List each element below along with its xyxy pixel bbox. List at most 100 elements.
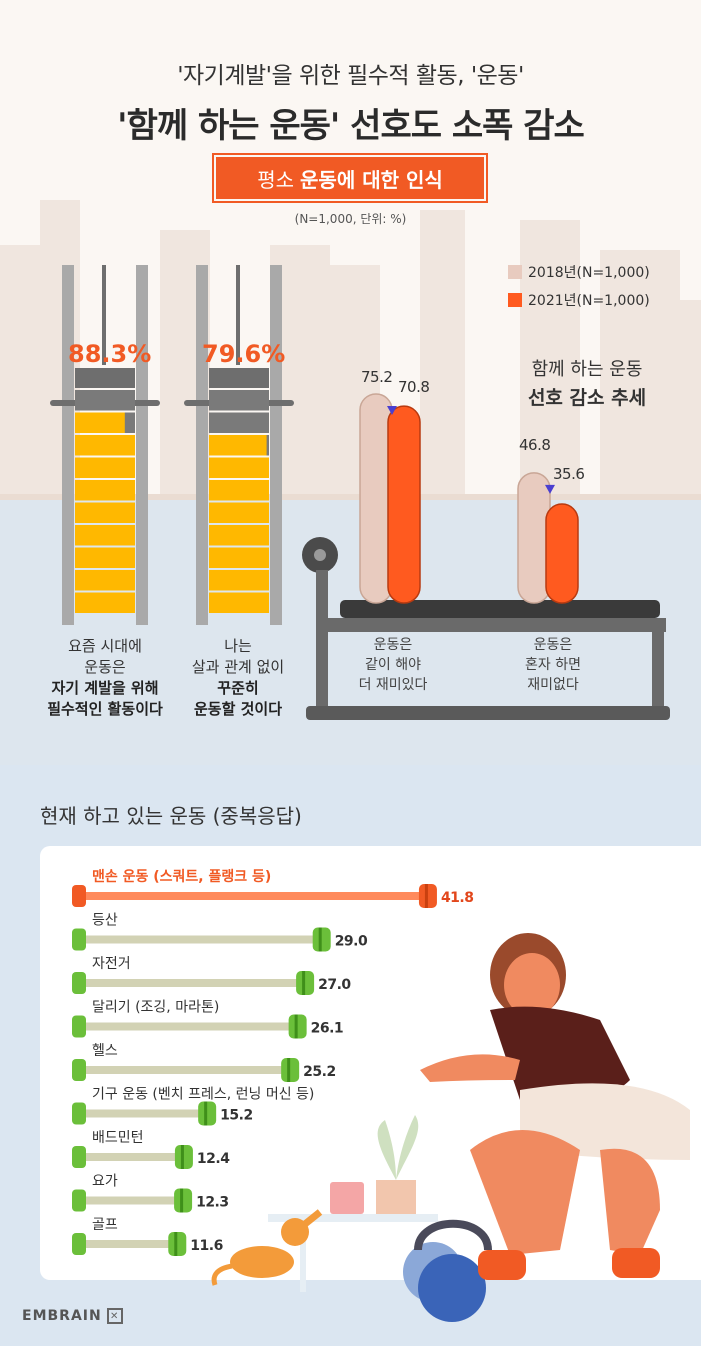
- activity-bar-end-line: [287, 1058, 291, 1082]
- badge-main: 운동에 대한 인식: [300, 167, 443, 192]
- activity-bar-end-line: [294, 1014, 298, 1039]
- activity-bar-start: [72, 885, 86, 907]
- rack-plate-fill: [75, 547, 135, 568]
- rack-plate-fill: [209, 435, 267, 456]
- page-title: '함께 하는 운동' 선호도 소폭 감소: [117, 106, 585, 146]
- bench-label-1-line-1: 운동은: [373, 637, 413, 653]
- rack-plate-fill: [75, 412, 125, 433]
- legend-2018-label: 2018년(N=1,000): [528, 265, 650, 281]
- activity-label: 등산: [92, 913, 118, 929]
- bench-weight-hub: [314, 549, 326, 561]
- cat: [211, 1209, 323, 1286]
- activity-bar: [80, 979, 305, 987]
- activity-bar-end-line: [174, 1232, 178, 1256]
- rack-plate-fill: [75, 592, 135, 613]
- rack-cap: [75, 368, 135, 388]
- bench-frame-right: [652, 618, 664, 710]
- legend-2021: 2021년(N=1,000): [508, 290, 650, 310]
- activity-value: 29.0: [335, 934, 368, 950]
- activity-label: 요가: [92, 1174, 118, 1190]
- trend-annotation: 함께 하는 운동 선호 감소 추세: [512, 356, 662, 413]
- rack-plate-fill: [209, 570, 269, 591]
- activity-row-6: 기구 운동 (벤치 프레스, 런닝 머신 등) 15.2: [72, 1087, 314, 1126]
- activity-row-3: 자전거 27.0: [72, 956, 352, 995]
- rack-plate-fill: [75, 480, 135, 501]
- rack-cable: [236, 265, 240, 365]
- rack-2-line-3: 꾸준히: [217, 679, 259, 697]
- legend-2018-swatch: [508, 265, 522, 279]
- activity-bar: [80, 935, 321, 944]
- activity-bar: [80, 1153, 183, 1161]
- legend: 2018년(N=1,000) 2021년(N=1,000): [508, 262, 650, 318]
- sample-note: (N=1,000, 단위: %): [294, 212, 407, 226]
- legend-2018: 2018년(N=1,000): [508, 262, 650, 282]
- rack-plate-fill: [209, 457, 269, 478]
- rack-1: [50, 265, 160, 625]
- activities-title: 현재 하고 있는 운동 (중복응답): [40, 804, 302, 828]
- bench-val-1-2018: 75.2: [361, 368, 393, 386]
- rack-plate-fill: [209, 502, 269, 523]
- activity-label: 기구 운동 (벤치 프레스, 런닝 머신 등): [92, 1087, 314, 1103]
- brand-logo: EMBRAIN ✕: [22, 1308, 123, 1324]
- bench-base: [306, 706, 670, 720]
- activity-row-9: 골프 11.6: [72, 1217, 223, 1256]
- rack-2: [184, 265, 294, 625]
- activity-value: 12.4: [197, 1151, 230, 1167]
- activity-value: 12.3: [196, 1195, 229, 1211]
- activity-value: 15.2: [220, 1108, 253, 1124]
- rack-post-right: [136, 265, 148, 625]
- rack-cable: [102, 265, 106, 365]
- bench-label-1-line-3: 더 재미있다: [358, 677, 428, 693]
- rack-plate-fill: [75, 570, 135, 591]
- activity-bar-start: [72, 1059, 86, 1081]
- rack-cap: [209, 368, 269, 388]
- activity-bar-start: [72, 1015, 86, 1038]
- activity-value: 41.8: [441, 890, 474, 906]
- rack-plate-bg: [75, 390, 135, 411]
- rack-2-line-4: 운동할 것이다: [193, 700, 283, 718]
- trend-line-1: 함께 하는 운동: [531, 359, 643, 380]
- activity-row-1: 맨손 운동 (스쿼트, 플랭크 등) 41.8: [72, 868, 474, 908]
- rack-plate-fill: [75, 457, 135, 478]
- subtitle: '자기계발'을 위한 필수적 활동, '운동': [177, 63, 524, 89]
- activity-value: 26.1: [311, 1021, 344, 1037]
- activity-label: 배드민턴: [92, 1130, 144, 1146]
- kettlebells: [403, 1219, 492, 1322]
- activity-label: 맨손 운동 (스쿼트, 플랭크 등): [92, 868, 271, 885]
- bench-chart: [302, 393, 670, 720]
- activity-bar: [80, 1109, 207, 1118]
- bench-label-1: 운동은 같이 해야 더 재미있다: [333, 635, 453, 695]
- rack-1-value: 88.3%: [68, 340, 152, 368]
- section-badge: 평소 운동에 대한 인식: [216, 157, 484, 199]
- rack-plate-fill: [75, 435, 135, 456]
- rack-plate-bg: [209, 390, 269, 411]
- activity-row-2: 등산 29.0: [72, 913, 369, 952]
- rack-post-left: [196, 265, 208, 625]
- rack-2-value: 79.6%: [202, 340, 286, 368]
- bench-label-1-line-2: 같이 해야: [365, 657, 421, 673]
- rack-1-label: 요즘 시대에 운동은 자기 계발을 위해 필수적인 활동이다: [30, 636, 180, 720]
- decrease-marker-1: [387, 405, 397, 415]
- rack-2-label: 나는 살과 관계 없이 꾸준히 운동할 것이다: [168, 636, 308, 720]
- activity-bar-end-line: [424, 884, 428, 908]
- activity-bar-start: [72, 1102, 86, 1125]
- activity-bar: [80, 1240, 177, 1248]
- bar-2021-1: [387, 405, 421, 604]
- weight-racks: [50, 265, 294, 625]
- activity-bar-start: [72, 1233, 86, 1255]
- trend-line-2: 선호 감소 추세: [527, 387, 647, 409]
- rack-plate-fill: [209, 592, 269, 613]
- legend-2021-label: 2021년(N=1,000): [528, 293, 650, 309]
- activity-bar-end-line: [204, 1101, 208, 1126]
- activity-value: 11.6: [190, 1238, 223, 1254]
- activity-row-7: 배드민턴 12.4: [72, 1130, 231, 1169]
- activity-row-8: 요가 12.3: [72, 1174, 229, 1213]
- bench-upright: [316, 570, 328, 710]
- activity-bar: [80, 1022, 297, 1031]
- bench-val-2-2021: 35.6: [553, 465, 585, 483]
- rack-2-line-1: 나는: [224, 637, 252, 655]
- rack-2-line-2: 살과 관계 없이: [191, 658, 285, 676]
- brand-logo-icon: ✕: [106, 1308, 123, 1324]
- bench-frame-top: [316, 618, 666, 632]
